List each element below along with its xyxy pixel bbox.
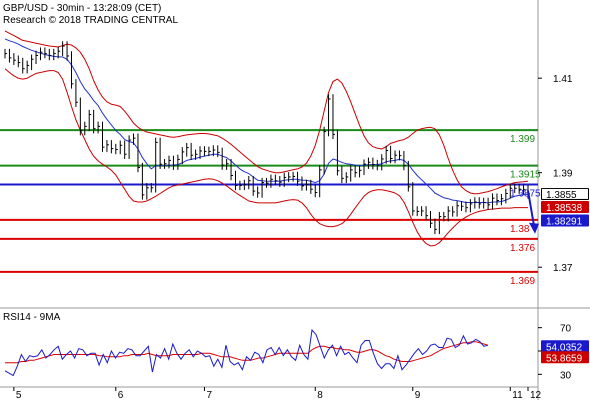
price-axis-label: 1.37 xyxy=(553,263,573,274)
price-badges: 1.3855 1.38538 1.38291 xyxy=(541,187,589,228)
time-axis-label: 6 xyxy=(118,390,124,400)
time-axis-label: 12 xyxy=(530,390,542,400)
forecast-arrow-head xyxy=(529,222,539,234)
badge-price-inner xyxy=(542,188,588,199)
bollinger-lower-line xyxy=(4,68,528,247)
time-axis-label: 5 xyxy=(16,390,22,400)
time-axis-ticks: 5 6 7 8 9 11 12 xyxy=(13,387,542,400)
bollinger-bands xyxy=(4,30,529,247)
badge-rsi-label: 54.0352 xyxy=(546,342,583,353)
time-axis-label: 9 xyxy=(415,390,421,400)
badge-bb-box xyxy=(541,200,589,213)
badge-ma-box xyxy=(541,214,589,227)
badge-ma-label: 1.38291 xyxy=(546,217,583,228)
bollinger-upper-line xyxy=(4,30,529,195)
price-axis-ticks: 1.41 1.39 1.37 xyxy=(538,74,573,274)
rsi-title: RSI14 - 9MA xyxy=(3,312,61,323)
rsi-line xyxy=(4,328,489,377)
badge-price-label: 1.3855 xyxy=(546,190,577,201)
level-label-1.38: 1.38 xyxy=(510,224,530,235)
price-axis-label: 1.41 xyxy=(553,74,573,85)
price-axis-label: 1.39 xyxy=(553,169,573,180)
rsi-axis-label: 70 xyxy=(560,324,572,335)
forecast-arrow-shaft xyxy=(527,190,535,226)
rsi-lines xyxy=(4,328,489,377)
badge-rsi-box xyxy=(541,340,589,353)
level-label-1.369: 1.369 xyxy=(510,276,535,287)
time-axis-label: 11 xyxy=(512,390,523,400)
badge-rsi_ma-box xyxy=(541,351,589,364)
rsi-axis-label: 30 xyxy=(560,370,572,381)
level-label-1.376: 1.376 xyxy=(510,243,535,254)
badge-rsi_ma-label: 53.8659 xyxy=(546,353,583,364)
chart-title: GBP/USD - 30min - 13:28:09 (CET) xyxy=(3,3,161,14)
chart-copyright: Research © 2018 TRADING CENTRAL xyxy=(3,15,178,26)
time-axis-label: 8 xyxy=(317,390,323,400)
level-label-1.3915: 1.3915 xyxy=(510,170,541,181)
level-label-1.399: 1.399 xyxy=(510,134,535,145)
badge-bb-label: 1.38538 xyxy=(546,203,583,214)
time-axis-label: 7 xyxy=(206,390,212,400)
forecast-arrow xyxy=(527,190,539,234)
